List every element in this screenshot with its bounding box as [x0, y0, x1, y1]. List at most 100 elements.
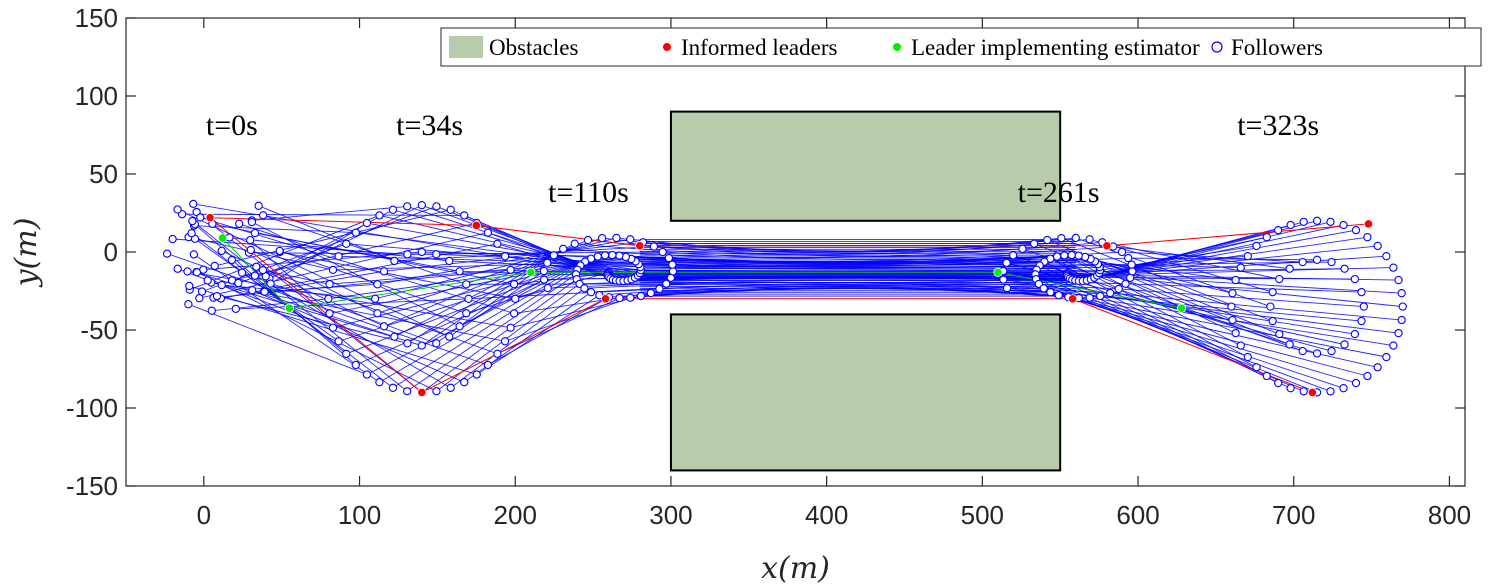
follower-point: [370, 294, 380, 303]
follower-point: [1096, 291, 1105, 301]
follower-point: [432, 250, 441, 259]
follower-point: [1057, 233, 1066, 243]
follower-point: [325, 309, 334, 318]
follower-point: [1252, 363, 1261, 372]
follower-point: [1363, 233, 1372, 242]
follower-point: [455, 267, 464, 276]
follower-point: [235, 219, 244, 228]
follower-point: [1043, 235, 1052, 245]
follower-point: [1002, 258, 1011, 267]
informed-leader-point: [600, 294, 611, 304]
follower-point: [1397, 289, 1406, 298]
follower-point: [342, 349, 351, 358]
follower-point: [1228, 289, 1237, 298]
follower-point: [185, 281, 194, 291]
follower-point: [1275, 274, 1284, 284]
follower-point: [328, 323, 338, 332]
follower-point: [1052, 252, 1062, 261]
follower-point: [1351, 378, 1361, 388]
follower-point: [417, 201, 426, 210]
follower-point: [373, 309, 382, 318]
follower-point: [500, 252, 510, 261]
follower-point: [342, 239, 351, 248]
follower-point: [1268, 287, 1277, 297]
follower-point: [432, 387, 441, 396]
follower-point: [1298, 257, 1307, 267]
follower-point: [187, 229, 196, 238]
follower-point: [1018, 244, 1027, 253]
follower-point: [258, 211, 268, 220]
follower-point: [460, 378, 469, 387]
follower-point: [184, 300, 193, 309]
follower-point: [1327, 346, 1336, 356]
follower-point: [403, 339, 412, 348]
informed-leader-point: [1068, 294, 1078, 304]
follower-point: [460, 211, 469, 220]
follower-point: [351, 360, 360, 370]
follower-point: [655, 284, 664, 294]
follower-point: [1231, 275, 1240, 285]
follower-point: [1298, 346, 1307, 356]
estimator-leader-point: [993, 267, 1003, 277]
follower-point: [210, 261, 219, 271]
follower-point: [1326, 387, 1335, 396]
informed-leader-point: [417, 387, 427, 397]
follower-point: [1299, 217, 1308, 227]
legend-follower-marker: [1211, 41, 1223, 53]
follower-point: [483, 360, 493, 370]
obstacle-rect: [669, 110, 1062, 222]
follower-point: [586, 288, 596, 297]
follower-point: [1039, 284, 1048, 293]
follower-point: [1121, 279, 1130, 288]
follower-trajectory: [203, 251, 1318, 271]
follower-point: [1274, 226, 1283, 235]
informed-leader-point: [471, 220, 481, 231]
follower-point: [1231, 328, 1240, 338]
follower-point: [217, 246, 226, 255]
follower-point: [173, 205, 182, 214]
follower-point: [472, 370, 481, 379]
follower-point: [1114, 284, 1123, 294]
follower-point: [1389, 263, 1398, 272]
y-tick-label: 150: [75, 3, 118, 33]
follower-point: [1054, 291, 1063, 300]
follower-point: [593, 252, 602, 261]
time-annotation: t=34s: [396, 109, 463, 142]
legend-label: Leader implementing estimator: [911, 35, 1200, 60]
follower-point: [388, 383, 398, 392]
follower-point: [173, 264, 182, 273]
follower-trajectory: [221, 239, 1280, 335]
estimator-leader-point: [1177, 303, 1187, 313]
follower-point: [608, 250, 617, 260]
follower-point: [390, 256, 399, 266]
follower-point: [464, 294, 473, 303]
follower-point: [1228, 315, 1237, 325]
informed-leader-point: [1363, 219, 1374, 229]
follower-point: [1312, 349, 1322, 358]
follower-point: [455, 322, 464, 331]
follower-point: [231, 304, 240, 314]
x-tick-label: 0: [197, 500, 211, 530]
follower-point: [1268, 316, 1277, 326]
y-axis-label: y(m): [9, 218, 44, 289]
legend-label: Obstacles: [489, 35, 578, 60]
follower-trajectory: [196, 271, 1331, 392]
follower-point: [1236, 263, 1245, 272]
informed-leader-point: [635, 241, 645, 251]
estimator-leader-point: [217, 233, 228, 243]
follower-point: [1002, 283, 1012, 293]
x-tick-label: 700: [1272, 500, 1315, 530]
follower-point: [583, 235, 593, 245]
follower-point: [1008, 251, 1018, 260]
obstacle-rect: [669, 313, 1062, 472]
follower-point: [1085, 235, 1094, 244]
follower-point: [1105, 288, 1115, 298]
follower-point: [1350, 274, 1360, 284]
follower-point: [615, 251, 624, 260]
follower-point: [1262, 371, 1271, 381]
follower-point: [1357, 316, 1366, 326]
follower-point: [483, 228, 493, 237]
y-tick-label: 50: [89, 159, 118, 189]
follower-point: [539, 266, 549, 276]
follower-point: [1339, 220, 1348, 230]
